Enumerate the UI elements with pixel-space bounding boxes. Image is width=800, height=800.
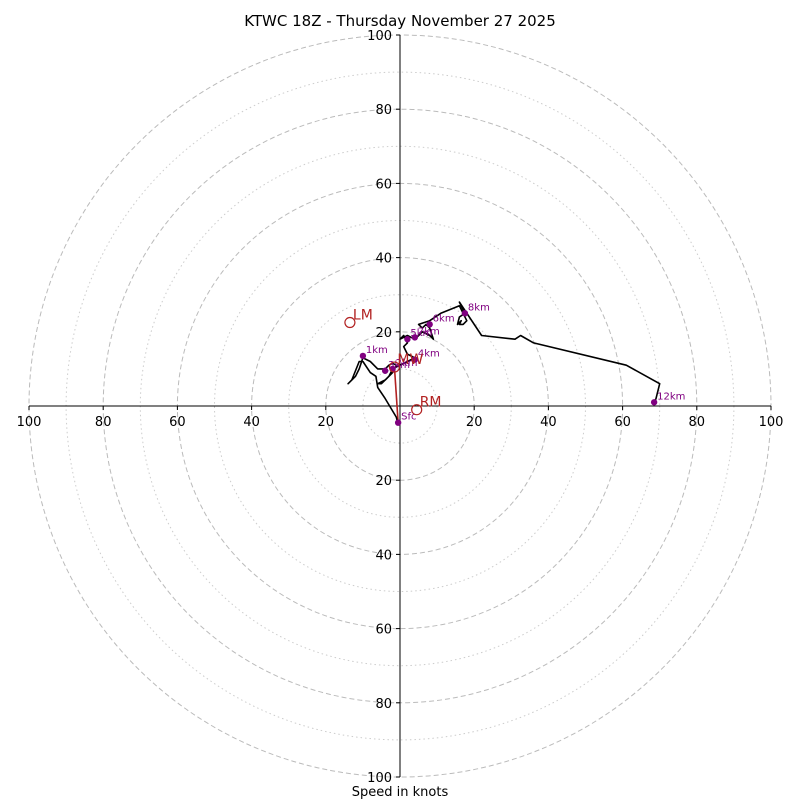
y-tick-label: 100 (367, 771, 392, 786)
storm-motion-label: RM (420, 395, 442, 411)
x-tick-label: 60 (614, 415, 631, 430)
y-tick-label: 60 (375, 177, 392, 192)
y-tick-label: 80 (375, 103, 392, 118)
height-marker-label: 5km (410, 328, 432, 339)
x-tick-label: 40 (243, 415, 260, 430)
x-tick-label: 40 (540, 415, 557, 430)
x-tick-label: 60 (169, 415, 186, 430)
y-tick-label: 40 (375, 548, 392, 563)
height-marker-12km (650, 399, 658, 406)
storm-motion-label: LM (353, 308, 373, 324)
height-marker-label: 4km (418, 349, 440, 360)
storm-motion-label: MW (397, 352, 423, 368)
x-tick-label: 80 (689, 415, 706, 430)
height-marker-sfc (394, 419, 402, 426)
height-marker-label: 12km (657, 391, 685, 402)
storm-motion-marker-rm (411, 404, 423, 416)
height-marker-5km (404, 336, 411, 343)
height-marker-6km (426, 321, 433, 328)
y-tick-label: 60 (375, 623, 392, 638)
y-tick-label: 20 (375, 326, 392, 341)
height-marker-7km (411, 334, 419, 341)
height-marker-label: 2km (396, 358, 418, 369)
y-tick-label: 20 (375, 474, 392, 489)
axes (29, 35, 771, 777)
storm-motion-marker-mw (388, 361, 401, 373)
height-marker-4km (411, 356, 419, 363)
y-tick-label: 80 (375, 697, 392, 712)
height-marker-8km (461, 310, 469, 317)
storm-motion-marker-lm (344, 316, 356, 329)
height-marker-label: 7km (418, 326, 440, 337)
y-tick-label: 100 (367, 29, 392, 44)
x-tick-label: 20 (466, 415, 483, 430)
x-axis-label: Speed in knots (352, 785, 449, 800)
x-tick-label: 100 (17, 415, 42, 430)
height-marker-label: 1km (366, 345, 388, 356)
x-tick-label: 100 (759, 415, 784, 430)
height-marker-label: Sfc (401, 412, 416, 423)
height-marker-label: 6km (433, 313, 455, 324)
x-tick-label: 20 (318, 415, 335, 430)
y-tick-label: 40 (375, 252, 392, 267)
chart-title: KTWC 18Z - Thursday November 27 2025 (244, 12, 556, 30)
height-marker-3km (381, 367, 389, 374)
height-marker-1km (359, 352, 367, 360)
tick-labels: 20 40 60 80 100 100 80 60 40 20 20 40 60 80 100 20 40 60 8… (17, 29, 784, 786)
hodograph-trace (347, 301, 661, 425)
x-tick-label: 80 (95, 415, 112, 430)
height-marker-label: 8km (468, 302, 490, 313)
shear-vector-line (393, 366, 399, 423)
